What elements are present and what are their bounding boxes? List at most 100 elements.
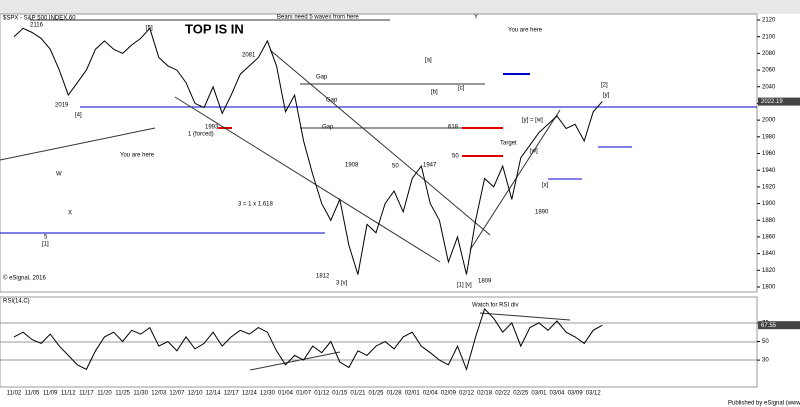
rsi-title: RSI(14,C): [3, 299, 30, 305]
x-tick-label: 01/12: [314, 391, 330, 397]
x-tick-label: 01/07: [296, 391, 312, 397]
y-tick-label: 2120: [762, 18, 776, 24]
annotation: 5: [44, 235, 48, 241]
price-panel: [0, 13, 758, 293]
annotation: Watch for RSI div: [472, 303, 518, 309]
annotation: 1 (forced): [188, 132, 214, 138]
last-value-label: 2022.19: [761, 99, 783, 105]
annotation: 50: [452, 154, 459, 160]
annotation: 1812: [316, 274, 330, 280]
x-tick-label: 12/14: [206, 391, 222, 397]
annotation: Target: [500, 141, 517, 147]
annotation: [y] = [w]: [522, 118, 543, 124]
trend-line: [469, 109, 561, 251]
annotation: [x]: [542, 183, 549, 189]
trend-line: [269, 49, 491, 236]
x-tick-label: 01/15: [332, 391, 348, 397]
y-tick-label: 1860: [762, 235, 776, 241]
x-tick-label: 12/17: [224, 391, 240, 397]
annotation: [5]: [146, 26, 153, 32]
trend-line: [174, 96, 441, 263]
annotation: [c]: [458, 86, 465, 92]
y-tick-label: 30: [762, 358, 769, 364]
annotation: 2019: [55, 103, 69, 109]
y-tick-label: 1880: [762, 218, 776, 224]
x-tick-label: 02/12: [459, 391, 475, 397]
x-tick-label: 11/02: [7, 391, 22, 397]
x-tick-label: 01/21: [350, 391, 366, 397]
annotation: [4]: [75, 113, 82, 119]
x-tick-label: 12/30: [260, 391, 276, 397]
annotation: 2081: [242, 53, 256, 59]
annotation: 1809: [478, 279, 492, 285]
annotation: [y]: [603, 93, 610, 99]
x-tick-label: 12/03: [151, 391, 167, 397]
annotation: [b]: [431, 90, 438, 96]
annotation: Gap: [322, 125, 334, 131]
y-tick-label: 2040: [762, 84, 776, 90]
x-tick-label: 03/12: [586, 391, 602, 397]
x-tick-label: 02/01: [405, 391, 421, 397]
y-tick-label: 2100: [762, 34, 776, 40]
y-tick-label: 2060: [762, 68, 776, 74]
annotation: 50: [392, 164, 399, 170]
last-value-box: [758, 97, 800, 106]
annotation: Bears need 5 waves from here: [277, 15, 359, 21]
annotation: 1908: [345, 163, 359, 169]
div-line: [249, 351, 341, 371]
annotation: Gap: [326, 98, 338, 104]
x-tick-label: 11/25: [115, 391, 130, 397]
x-tick-label: 12/07: [169, 391, 185, 397]
annotation: You are here: [120, 153, 155, 159]
price-line: [13, 307, 603, 371]
x-tick-label: 03/04: [549, 391, 565, 397]
x-tick-label: 03/09: [568, 391, 584, 397]
x-tick-label: 02/18: [477, 391, 493, 397]
x-tick-label: 12/10: [187, 391, 203, 397]
y-tick-label: 1900: [762, 201, 776, 207]
annotation: [1] [v]: [457, 283, 472, 289]
annotation: Published by eSignal (www.esignal.com): [728, 401, 800, 407]
last-value-box: [758, 321, 800, 330]
y-tick-label: 1820: [762, 268, 776, 274]
annotation: 1947: [423, 163, 437, 169]
trend-line: [0, 127, 156, 161]
annotation: [a]: [425, 58, 432, 64]
annotation: 618: [448, 125, 459, 131]
annotation: © eSignal, 2016: [3, 275, 46, 282]
y-tick-label: 1940: [762, 168, 776, 174]
annotation: W: [56, 172, 62, 178]
y-tick-label: 1960: [762, 151, 776, 157]
div-line: [479, 312, 571, 321]
x-tick-label: 11/09: [43, 391, 58, 397]
annotation: 3 = 1 x 1.618: [238, 202, 274, 208]
y-tick-label: 2080: [762, 51, 776, 57]
headline: TOP IS IN: [185, 21, 244, 36]
last-value-label: 67.55: [761, 323, 777, 329]
y-tick-label: 50: [762, 339, 769, 345]
x-tick-label: 02/25: [513, 391, 529, 397]
x-tick-label: 11/17: [79, 391, 94, 397]
annotation: Y: [474, 15, 478, 21]
x-tick-label: 01/04: [278, 391, 294, 397]
y-tick-label: 1840: [762, 251, 776, 257]
annotation: [2]: [601, 83, 608, 89]
annotation: 1993: [205, 125, 219, 131]
annotation: [w]: [530, 149, 538, 155]
x-tick-label: 03/01: [531, 391, 547, 397]
price-line: [13, 27, 603, 275]
y-tick-label: 1920: [762, 184, 776, 190]
price-title: $SPX - S&P 500 INDEX,60: [3, 16, 76, 22]
x-tick-label: 01/28: [387, 391, 403, 397]
annotation: 2116: [30, 23, 44, 29]
annotation: Gap: [316, 75, 328, 81]
y-tick-label: 1800: [762, 285, 776, 291]
x-tick-label: 11/20: [97, 391, 112, 397]
annotation: You are here: [508, 28, 543, 34]
annotation: 1890: [535, 210, 549, 216]
y-tick-label: 2000: [762, 118, 776, 124]
x-tick-label: 02/09: [441, 391, 457, 397]
y-tick-label: 1980: [762, 134, 776, 140]
overlay-lines: [0, 19, 757, 371]
